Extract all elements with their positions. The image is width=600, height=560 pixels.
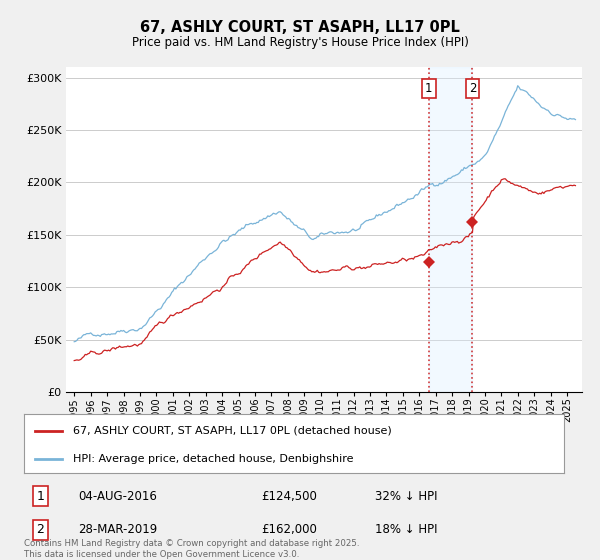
Text: 67, ASHLY COURT, ST ASAPH, LL17 0PL (detached house): 67, ASHLY COURT, ST ASAPH, LL17 0PL (det… [73,426,391,436]
Text: £124,500: £124,500 [262,489,317,502]
Text: £162,000: £162,000 [262,523,317,536]
Text: 2: 2 [469,82,476,95]
Text: 2: 2 [36,523,44,536]
Text: 67, ASHLY COURT, ST ASAPH, LL17 0PL: 67, ASHLY COURT, ST ASAPH, LL17 0PL [140,20,460,35]
Text: 32% ↓ HPI: 32% ↓ HPI [375,489,437,502]
Text: Price paid vs. HM Land Registry's House Price Index (HPI): Price paid vs. HM Land Registry's House … [131,36,469,49]
Text: Contains HM Land Registry data © Crown copyright and database right 2025.
This d: Contains HM Land Registry data © Crown c… [24,539,359,559]
Text: HPI: Average price, detached house, Denbighshire: HPI: Average price, detached house, Denb… [73,454,353,464]
Text: 28-MAR-2019: 28-MAR-2019 [78,523,157,536]
Text: 04-AUG-2016: 04-AUG-2016 [78,489,157,502]
Text: 18% ↓ HPI: 18% ↓ HPI [375,523,437,536]
Text: 1: 1 [425,82,433,95]
Bar [429,67,472,392]
Text: 1: 1 [36,489,44,502]
